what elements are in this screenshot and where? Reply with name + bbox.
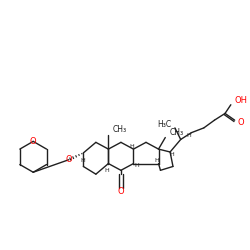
Text: CH₃: CH₃	[169, 128, 183, 137]
Text: H: H	[80, 158, 85, 163]
Text: O: O	[30, 137, 36, 146]
Text: H: H	[134, 163, 139, 168]
Text: O: O	[66, 155, 72, 164]
Text: O: O	[238, 118, 244, 126]
Text: H: H	[186, 133, 191, 138]
Text: CH₃: CH₃	[112, 125, 126, 134]
Text: OH: OH	[235, 96, 248, 106]
Text: H: H	[170, 152, 174, 158]
Text: H₃C: H₃C	[157, 120, 171, 128]
Text: O: O	[118, 187, 124, 196]
Text: H: H	[154, 158, 159, 163]
Text: H: H	[104, 168, 109, 173]
Text: H: H	[129, 144, 134, 149]
